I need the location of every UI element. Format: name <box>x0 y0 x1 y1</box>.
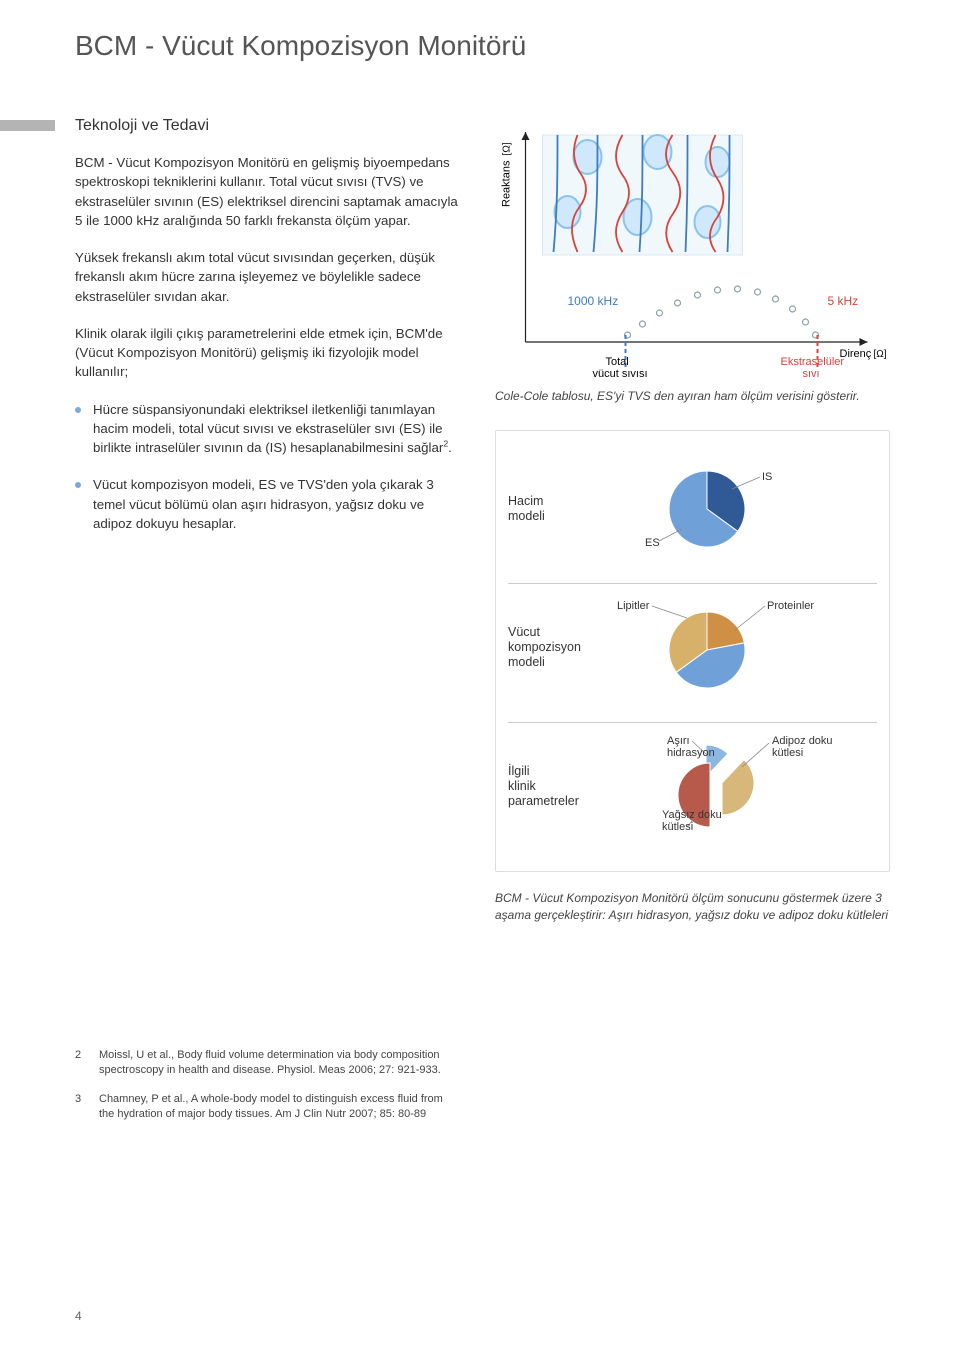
page-title: BCM - Vücut Kompozisyon Monitörü <box>75 30 890 62</box>
page-number: 4 <box>75 1309 82 1323</box>
svg-text:5 kHz: 5 kHz <box>828 294 859 308</box>
klinik-label: İlgiliklinikparametreler <box>508 764 603 809</box>
klinik-row: İlgiliklinikparametreler Aşırıhidrasyon … <box>508 737 877 837</box>
bullet-1: Hücre süspansiyonundaki elektriksel ilet… <box>75 400 460 458</box>
vucut-row: Vücutkompozisyonmodeli Lipitler Proteinl… <box>508 598 877 698</box>
vucut-label: Vücutkompozisyonmodeli <box>508 625 603 670</box>
ref-2: 2Moissl, U et al., Body fluid volume det… <box>75 1048 455 1078</box>
right-column: Reaktans [Ω] Direnç [Ω] <box>495 117 890 948</box>
left-column: Teknoloji ve Tedavi BCM - Vücut Kompozis… <box>75 117 460 948</box>
para-1: BCM - Vücut Kompozisyon Monitörü en geli… <box>75 153 460 230</box>
section-bar <box>0 120 55 131</box>
svg-text:Total: Total <box>606 356 629 368</box>
models-caption: BCM - Vücut Kompozisyon Monitörü ölçüm s… <box>495 890 890 924</box>
para-3: Klinik olarak ilgili çıkış parametreleri… <box>75 324 460 382</box>
ref-3: 3Chamney, P et al., A whole-body model t… <box>75 1092 455 1122</box>
bullet-list: Hücre süspansiyonundaki elektriksel ilet… <box>75 400 460 534</box>
svg-text:sıvı: sıvı <box>803 368 820 377</box>
svg-text:1000 kHz: 1000 kHz <box>568 294 619 308</box>
pie-klinik <box>617 737 877 837</box>
hacim-row: Hacimmodeli ES IS <box>508 459 877 559</box>
svg-text:vücut sıvısı: vücut sıvısı <box>593 368 648 377</box>
hacim-label: Hacimmodeli <box>508 494 603 524</box>
references: 2Moissl, U et al., Body fluid volume det… <box>75 1048 890 1121</box>
para-2: Yüksek frekanslı akım total vücut sıvısı… <box>75 248 460 306</box>
columns: Teknoloji ve Tedavi BCM - Vücut Kompozis… <box>75 117 890 948</box>
section-heading: Teknoloji ve Tedavi <box>75 117 460 135</box>
cole-cole-chart: Reaktans [Ω] Direnç [Ω] <box>495 117 890 377</box>
cole-cole-caption: Cole-Cole tablosu, ES'yi TVS den ayıran … <box>495 388 890 405</box>
svg-text:Reaktans [Ω]: Reaktans [Ω] <box>501 142 513 207</box>
pie-vucut <box>617 598 877 698</box>
bullet-2: Vücut kompozisyon modeli, ES ve TVS'den … <box>75 475 460 533</box>
svg-text:[Ω]: [Ω] <box>874 349 887 360</box>
svg-text:Direnç: Direnç <box>840 348 872 360</box>
model-box: Hacimmodeli ES IS Vücutkompozisyonmodeli… <box>495 430 890 872</box>
svg-text:Ekstraselüler: Ekstraselüler <box>781 356 845 368</box>
